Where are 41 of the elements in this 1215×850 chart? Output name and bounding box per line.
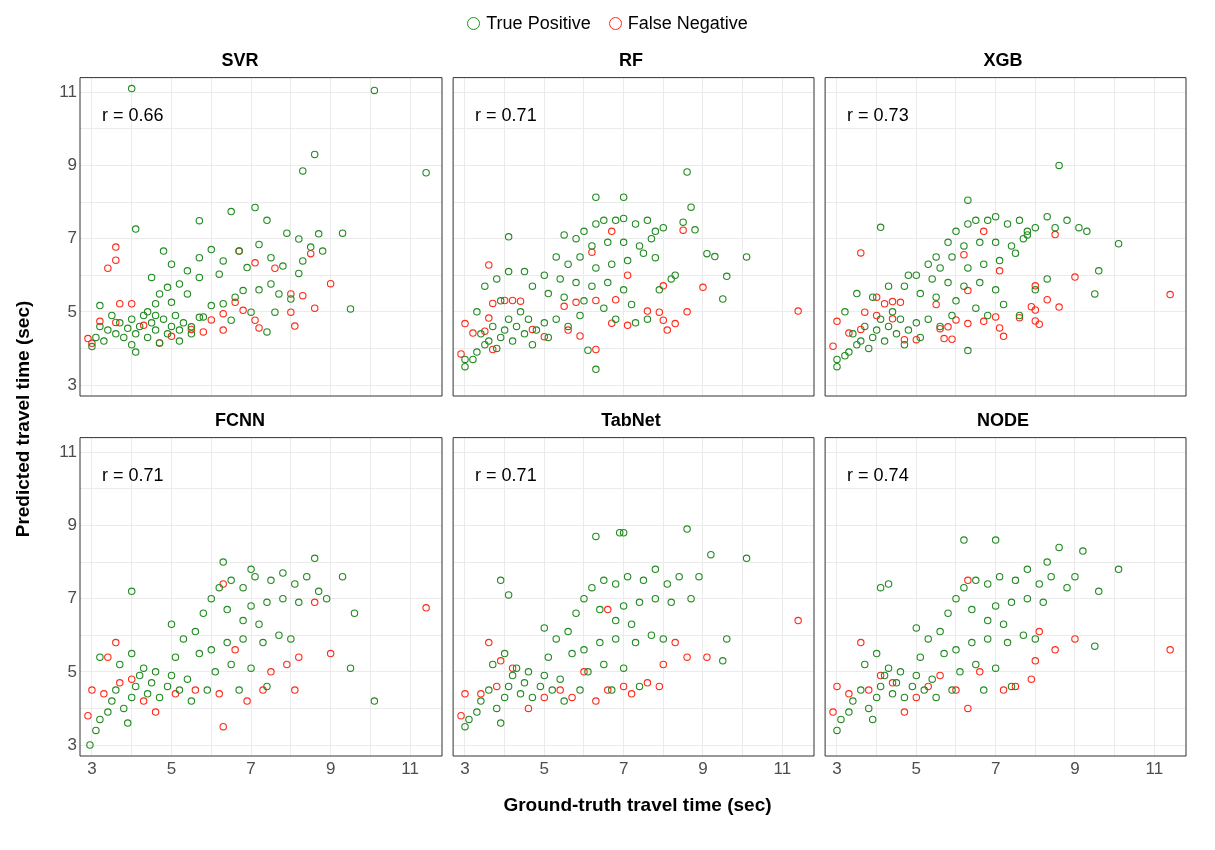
y-tick-label: 3 xyxy=(67,734,77,754)
chart-title: RF xyxy=(619,49,643,70)
x-tick-label: 11 xyxy=(773,758,792,778)
x-tick-label: 9 xyxy=(698,758,708,778)
y-tick-label: 11 xyxy=(59,441,77,461)
y-axis-title: Predicted travel time (sec) xyxy=(12,300,34,538)
x-tick-label: 7 xyxy=(990,758,1001,778)
annotation: r = 0.71 xyxy=(475,464,537,485)
x-tick-label: 3 xyxy=(832,758,842,778)
x-tick-label: 7 xyxy=(246,758,256,778)
y-tick-label: 9 xyxy=(67,155,77,175)
x-tick-label: 3 xyxy=(87,758,97,778)
chart-title: XGB xyxy=(983,49,1023,70)
chart-title: TabNet xyxy=(601,409,661,430)
y-tick-label: 7 xyxy=(67,588,77,608)
x-axis-title: Ground-truth travel time (sec) xyxy=(502,794,773,816)
chart-title: NODE xyxy=(976,409,1030,430)
x-tick-label: 7 xyxy=(618,758,629,778)
x-tick-label: 5 xyxy=(911,758,922,778)
annotation: r = 0.66 xyxy=(102,104,164,125)
y-tick-label: 5 xyxy=(67,301,77,321)
chart-title: FCNN xyxy=(215,409,265,430)
annotation: r = 0.73 xyxy=(847,104,909,125)
annotation: r = 0.71 xyxy=(475,104,537,125)
y-tick-label: 5 xyxy=(67,661,77,681)
x-tick-label: 11 xyxy=(1145,758,1164,778)
y-tick-label: 3 xyxy=(67,374,77,394)
legend-label: True Positive xyxy=(486,12,591,34)
y-tick-label: 7 xyxy=(67,228,77,248)
x-tick-label: 5 xyxy=(539,758,550,778)
x-tick-label: 9 xyxy=(1070,758,1080,778)
annotation: r = 0.74 xyxy=(847,464,909,485)
legend-label: False Negative xyxy=(627,12,748,34)
x-tick-label: 11 xyxy=(401,758,419,778)
y-tick-label: 9 xyxy=(67,515,77,535)
chart-title: SVR xyxy=(221,49,259,70)
x-tick-label: 3 xyxy=(460,758,470,778)
x-tick-label: 9 xyxy=(325,758,336,778)
y-tick-label: 11 xyxy=(59,81,77,101)
x-tick-label: 5 xyxy=(166,758,177,778)
annotation: r = 0.71 xyxy=(102,464,164,485)
